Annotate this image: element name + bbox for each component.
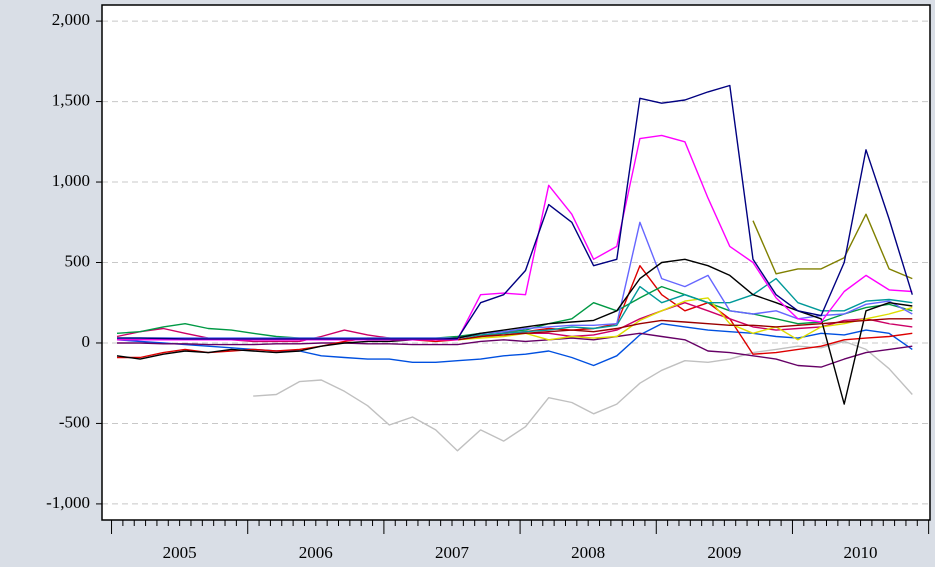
x-tick-label: 2008 xyxy=(571,543,605,562)
y-tick-label: 500 xyxy=(65,251,91,270)
x-tick-label: 2009 xyxy=(707,543,741,562)
x-tick-label: 2007 xyxy=(435,543,470,562)
series-line xyxy=(116,285,913,339)
plot-frame xyxy=(101,4,931,521)
series-line xyxy=(117,84,913,340)
series-line xyxy=(117,134,913,341)
x-tick-label: 2005 xyxy=(163,543,197,562)
y-tick-label: 1,500 xyxy=(52,90,90,109)
series-line xyxy=(253,340,913,452)
series-line xyxy=(752,213,913,280)
y-tick-label: -1,000 xyxy=(46,493,90,512)
x-tick-label: 2010 xyxy=(844,543,878,562)
y-tick-label: -500 xyxy=(59,412,90,431)
y-tick-label: 2,000 xyxy=(52,10,90,29)
x-tick-label: 2006 xyxy=(299,543,333,562)
y-tick-label: 1,000 xyxy=(52,171,90,190)
series-line xyxy=(116,258,913,405)
series-line xyxy=(117,332,913,368)
y-tick-label: 0 xyxy=(82,332,91,351)
series-line xyxy=(117,221,913,339)
